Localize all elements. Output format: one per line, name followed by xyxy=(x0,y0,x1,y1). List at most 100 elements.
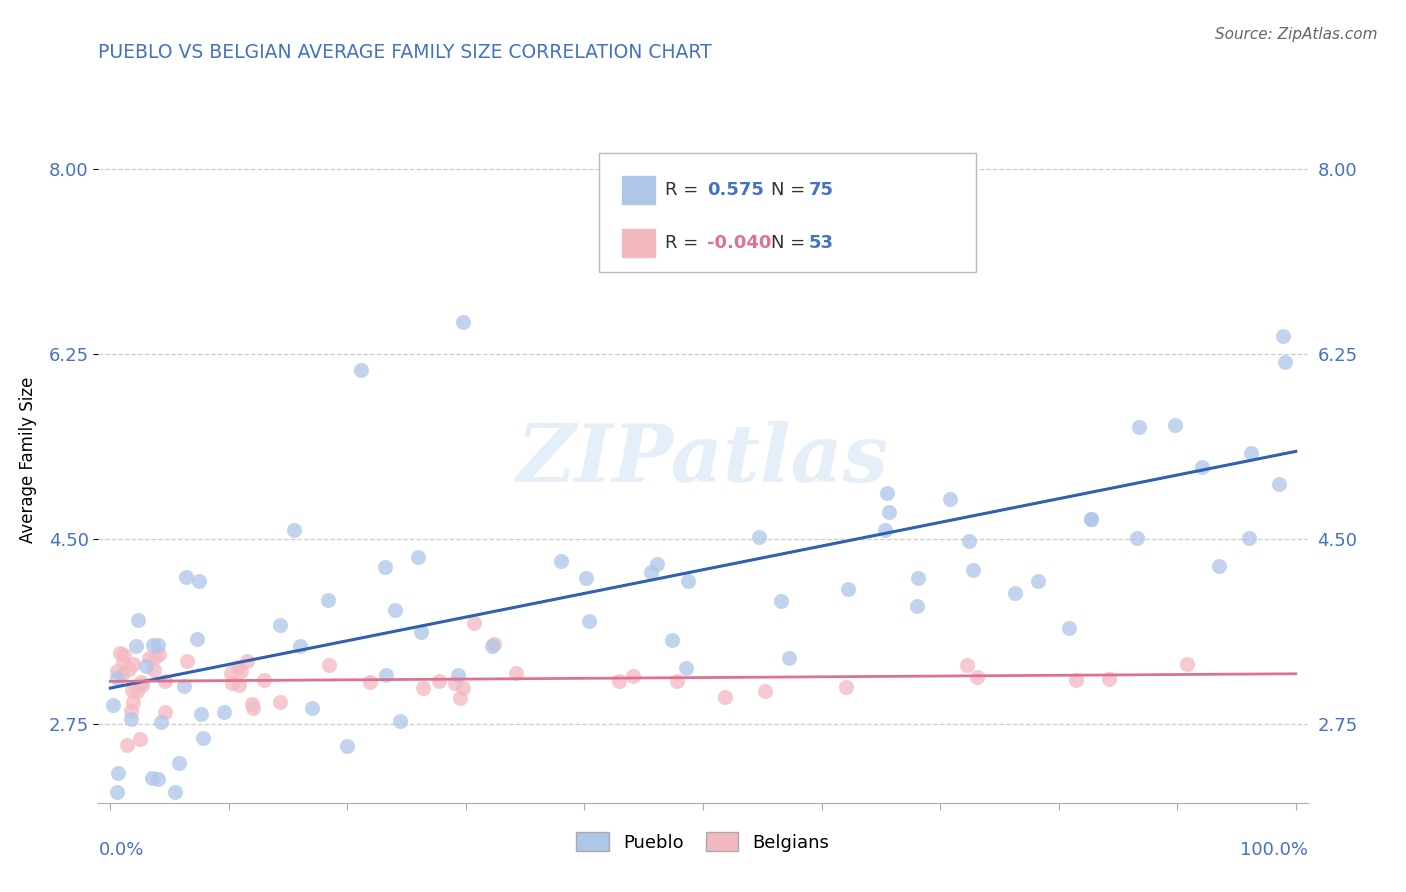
Point xyxy=(108,646,131,660)
Point xyxy=(186,632,208,646)
Point xyxy=(1208,558,1230,573)
Point xyxy=(105,785,128,799)
Point xyxy=(640,566,662,580)
Point xyxy=(1191,459,1213,474)
Point xyxy=(714,690,737,704)
Point xyxy=(122,657,145,671)
Point xyxy=(212,706,235,720)
Point xyxy=(1175,657,1198,672)
Point xyxy=(269,695,291,709)
Point xyxy=(150,715,173,730)
Point xyxy=(835,680,858,694)
Point xyxy=(236,654,259,668)
Point xyxy=(444,675,467,690)
Text: N =: N = xyxy=(770,181,811,199)
Point xyxy=(779,235,801,250)
Point xyxy=(1164,417,1187,432)
Point xyxy=(176,654,198,668)
Point xyxy=(120,712,142,726)
Point xyxy=(148,648,170,662)
Point xyxy=(409,625,432,640)
Point xyxy=(447,668,470,682)
Point xyxy=(1268,476,1291,491)
Point xyxy=(173,679,195,693)
Point xyxy=(578,615,600,629)
Text: PUEBLO VS BELGIAN AVERAGE FAMILY SIZE CORRELATION CHART: PUEBLO VS BELGIAN AVERAGE FAMILY SIZE CO… xyxy=(98,44,713,62)
Point xyxy=(105,664,128,678)
Legend: Pueblo, Belgians: Pueblo, Belgians xyxy=(569,825,837,859)
Point xyxy=(125,639,148,653)
Point xyxy=(481,640,503,654)
Point xyxy=(226,660,249,674)
Point xyxy=(269,618,291,632)
Point xyxy=(350,362,373,376)
Point xyxy=(505,666,527,681)
Point xyxy=(153,673,176,688)
Point xyxy=(111,666,134,681)
Point xyxy=(190,707,212,722)
Text: 53: 53 xyxy=(808,234,834,252)
Point xyxy=(666,673,689,688)
Point xyxy=(661,633,683,648)
Point xyxy=(141,771,163,785)
Point xyxy=(374,559,396,574)
Point xyxy=(135,658,157,673)
Text: R =: R = xyxy=(665,181,710,199)
Point xyxy=(288,639,311,653)
Point xyxy=(105,672,128,686)
Point xyxy=(550,554,572,568)
Text: 0.575: 0.575 xyxy=(707,181,765,199)
Point xyxy=(231,664,253,678)
Point xyxy=(146,638,169,652)
Point xyxy=(219,666,242,681)
Point xyxy=(876,485,898,500)
Point xyxy=(678,574,700,589)
Point xyxy=(359,675,381,690)
Point xyxy=(121,683,143,698)
Point xyxy=(240,697,263,711)
Point xyxy=(751,225,773,239)
Point xyxy=(905,599,928,614)
Point xyxy=(142,639,165,653)
Point xyxy=(966,670,988,684)
Point xyxy=(1274,354,1296,368)
Point xyxy=(1240,446,1263,460)
Point xyxy=(1237,531,1260,545)
Point xyxy=(957,534,980,549)
Point xyxy=(301,701,323,715)
Point xyxy=(463,616,485,631)
Point xyxy=(131,678,153,692)
Point xyxy=(1098,672,1121,686)
Point xyxy=(336,739,359,753)
Point xyxy=(143,649,166,664)
Text: -0.040: -0.040 xyxy=(707,234,772,252)
Point xyxy=(621,669,644,683)
Point xyxy=(107,766,129,780)
Point xyxy=(877,504,900,518)
Point xyxy=(962,563,984,577)
Point xyxy=(111,655,134,669)
Point xyxy=(645,557,668,571)
Point xyxy=(253,673,276,687)
Point xyxy=(118,662,141,676)
Text: 75: 75 xyxy=(808,181,834,199)
Point xyxy=(115,738,138,752)
Point xyxy=(484,637,506,651)
Point xyxy=(138,651,160,665)
Text: ZIPatlas: ZIPatlas xyxy=(517,421,889,498)
Point xyxy=(384,603,406,617)
Text: 100.0%: 100.0% xyxy=(1240,840,1308,859)
Point xyxy=(121,695,143,709)
Point xyxy=(388,714,411,729)
Point xyxy=(375,668,398,682)
Point xyxy=(221,676,243,690)
Y-axis label: Average Family Size: Average Family Size xyxy=(20,376,38,542)
Text: R =: R = xyxy=(665,234,704,252)
Point xyxy=(187,574,209,589)
Text: N =: N = xyxy=(770,234,811,252)
Point xyxy=(607,674,630,689)
Point xyxy=(176,570,198,584)
Point xyxy=(129,675,152,690)
Point xyxy=(163,785,186,799)
Point xyxy=(1128,420,1150,434)
